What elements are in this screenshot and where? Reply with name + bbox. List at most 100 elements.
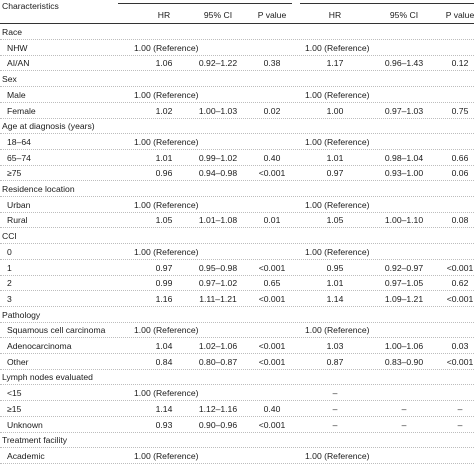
cell-p-left: 0.40	[263, 404, 281, 414]
cell-p-right: 0.08	[451, 215, 469, 225]
cell-p-right: 0.03	[451, 341, 469, 351]
cell-p-right: 0.12	[451, 58, 469, 68]
cell-p-right: <0.001	[446, 357, 474, 367]
row-separator	[0, 400, 474, 401]
row-separator	[0, 133, 474, 134]
row-label: <15	[7, 388, 22, 398]
cell-ci-left: 0.94–0.98	[198, 168, 238, 178]
cell-hr-left: 1.00 (Reference)	[134, 43, 199, 53]
cell-hr-left: 0.93	[155, 420, 173, 430]
cell-p-right: 0.06	[451, 168, 469, 178]
row-separator	[0, 337, 474, 338]
row-label: Squamous cell carcinoma	[7, 325, 106, 335]
group-heading: Race	[2, 27, 23, 37]
cell-hr-right: 1.00 (Reference)	[305, 200, 370, 210]
header-p-right: P value	[445, 10, 474, 20]
row-label: Unknown	[7, 420, 43, 430]
row-separator	[0, 70, 474, 71]
row-separator	[0, 243, 474, 244]
cell-p-left: 0.40	[263, 153, 281, 163]
cell-hr-left: 1.00 (Reference)	[134, 451, 199, 461]
cell-hr-right: 1.00 (Reference)	[305, 325, 370, 335]
group-heading: Sex	[2, 74, 17, 84]
cell-hr-right: 1.05	[326, 215, 344, 225]
cell-hr-left: 1.00 (Reference)	[134, 200, 199, 210]
cell-p-right: 0.66	[451, 153, 469, 163]
header-group-rule-left	[118, 3, 292, 4]
cell-p-right: 0.62	[451, 278, 469, 288]
row-label: Urban	[7, 200, 31, 210]
cell-ci-left: 0.95–0.98	[198, 263, 238, 273]
row-separator	[0, 353, 474, 354]
cell-p-right: <0.001	[446, 263, 474, 273]
row-label: ≥75	[7, 168, 22, 178]
cell-ci-right: 0.98–1.04	[384, 153, 424, 163]
cell-hr-right: 1.01	[326, 153, 344, 163]
cell-ci-left: 0.99–1.02	[198, 153, 238, 163]
cell-ci-left: 1.11–1.21	[199, 294, 237, 304]
cell-p-left: <0.001	[258, 294, 286, 304]
row-separator	[0, 275, 474, 276]
cell-hr-left: 0.99	[155, 278, 173, 288]
header-hr-right: HR	[328, 10, 342, 20]
cell-ci-right: 0.97–1.05	[384, 278, 424, 288]
row-separator	[0, 416, 474, 417]
header-characteristics: Characteristics	[2, 1, 59, 11]
cell-hr-right: 1.17	[326, 58, 344, 68]
header-hr-left: HR	[157, 10, 171, 20]
group-heading: Lymph nodes evaluated	[2, 372, 93, 382]
cell-hr-left: 1.06	[155, 58, 173, 68]
cell-ci-right: 1.00–1.06	[384, 341, 424, 351]
row-separator	[0, 212, 474, 213]
cell-p-left: <0.001	[258, 420, 286, 430]
group-heading: Treatment facility	[2, 435, 68, 445]
cell-ci-left: 0.92–1.22	[198, 58, 238, 68]
cell-p-left: <0.001	[258, 168, 286, 178]
cell-hr-left: 1.01	[155, 153, 173, 163]
row-separator	[0, 463, 474, 464]
cell-p-right: <0.001	[446, 294, 474, 304]
group-heading: Residence location	[2, 184, 75, 194]
row-separator	[0, 196, 474, 197]
cell-ci-right: 0.96–1.43	[384, 58, 424, 68]
row-separator	[0, 259, 474, 260]
cell-hr-left: 1.00 (Reference)	[134, 137, 199, 147]
cell-ci-left: 1.00–1.03	[198, 106, 238, 116]
cell-hr-right: –	[332, 420, 338, 430]
row-separator	[0, 55, 474, 56]
row-label: 1	[7, 263, 12, 273]
cell-p-left: <0.001	[258, 341, 286, 351]
row-label: Adenocarcinoma	[7, 341, 72, 351]
row-separator	[0, 149, 474, 150]
row-label: 3	[7, 294, 12, 304]
row-separator	[0, 86, 474, 87]
row-label: AI/AN	[7, 58, 30, 68]
header-bottom-rule	[0, 23, 474, 24]
row-label: 2	[7, 278, 12, 288]
cell-ci-left: 1.01–1.08	[198, 215, 238, 225]
row-separator	[0, 227, 474, 228]
cell-hr-right: 1.00 (Reference)	[305, 451, 370, 461]
cell-hr-left: 1.04	[155, 341, 173, 351]
row-separator	[0, 369, 474, 370]
row-separator	[0, 322, 474, 323]
header-ci-left: 95% CI	[203, 10, 233, 20]
cell-ci-left: 0.90–0.96	[198, 420, 238, 430]
header-ci-right: 95% CI	[389, 10, 419, 20]
group-heading: CCI	[2, 231, 17, 241]
cell-p-left: <0.001	[258, 263, 286, 273]
cell-p-left: <0.001	[258, 357, 286, 367]
cell-p-left: 0.65	[263, 278, 281, 288]
cell-ci-right: 1.00–1.10	[384, 215, 424, 225]
row-label: Academic	[7, 451, 45, 461]
row-label: Other	[7, 357, 29, 367]
cell-p-left: 0.38	[263, 58, 281, 68]
cell-hr-right: 1.00 (Reference)	[305, 247, 370, 257]
row-label: ≥15	[7, 404, 22, 414]
row-label: 18–64	[7, 137, 31, 147]
cell-hr-right: 1.00	[326, 106, 344, 116]
cell-hr-left: 0.96	[155, 168, 173, 178]
cell-hr-left: 1.14	[155, 404, 173, 414]
cell-ci-right: –	[401, 420, 407, 430]
row-separator	[0, 447, 474, 448]
